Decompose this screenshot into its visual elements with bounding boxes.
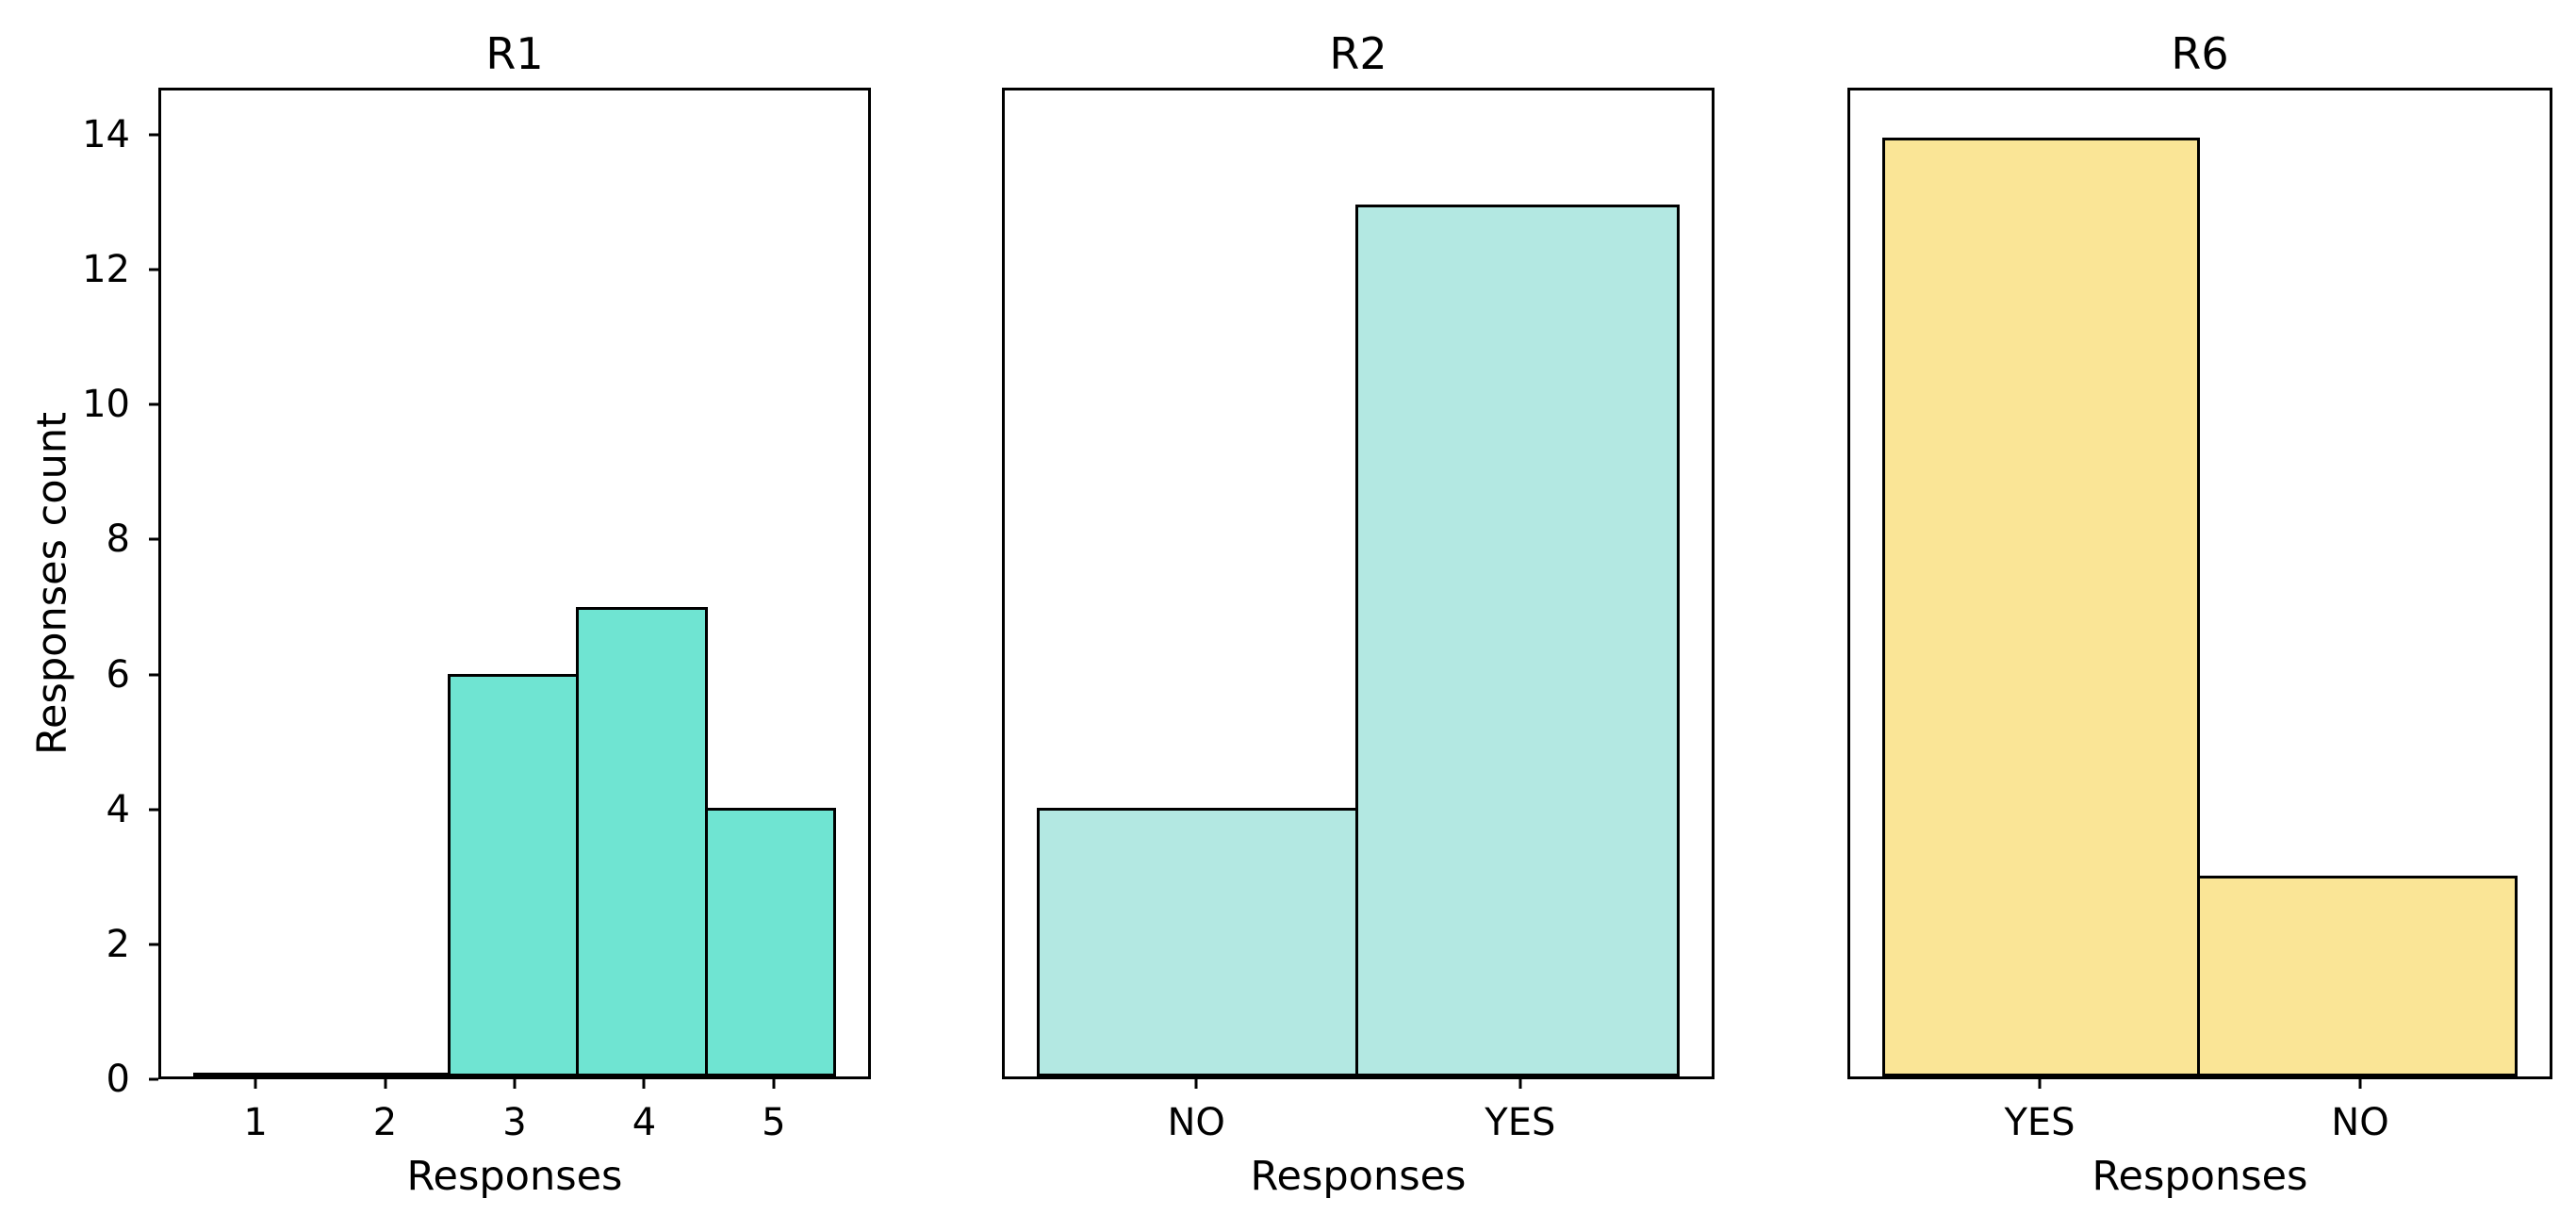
subplot-r2: R2 Responses NO YES [1002,30,1715,1197]
x-tick-label: 4 [632,1101,657,1144]
x-tick-mark [2038,1079,2042,1089]
x-tick-label: YES [1485,1101,1556,1144]
x-tick-label: 1 [243,1101,268,1144]
x-tick-label: NO [2331,1101,2389,1144]
subplot-title: R6 [2171,27,2229,79]
x-tick-label: YES [2004,1101,2076,1144]
x-tick-mark [513,1079,517,1089]
x-axis-label: Responses [2092,1153,2308,1200]
plot-area [1002,88,1715,1079]
bar-YES [1355,204,1680,1076]
bar-2 [321,1073,451,1076]
bar-3 [447,674,580,1076]
y-tick-label: 6 [106,652,130,697]
x-tick-label: NO [1167,1101,1225,1144]
y-tick-label: 4 [106,787,130,831]
y-tick-label: 0 [106,1058,130,1101]
x-tick-mark [642,1079,646,1089]
y-tick-mark [149,673,158,677]
x-tick-mark [1194,1079,1198,1089]
bar-1 [193,1073,322,1076]
subplot-title: R2 [1329,27,1387,79]
x-tick-mark [384,1079,387,1089]
y-tick-mark [149,1077,158,1081]
y-tick-mark [149,537,158,541]
y-tick-mark [149,808,158,812]
x-tick-mark [772,1079,776,1089]
y-tick-label: 2 [106,922,130,966]
y-tick-mark [149,402,158,406]
x-axis-label: Responses [1250,1153,1467,1200]
y-tick-label: 8 [106,517,130,562]
plot-area [1847,88,2552,1079]
y-tick-mark [149,133,158,137]
y-tick-label: 12 [82,248,130,292]
x-tick-mark [254,1079,257,1089]
y-axis-label: Responses count [28,412,76,755]
bar-YES [1881,137,2200,1076]
y-tick-label: 10 [82,383,130,427]
bar-5 [704,808,836,1076]
x-tick-label: 2 [372,1101,398,1144]
y-tick-label: 14 [82,113,130,157]
y-tick-mark [149,943,158,946]
subplot-title: R1 [485,27,544,79]
bar-NO [1037,808,1358,1076]
x-tick-mark [1518,1079,1522,1089]
x-tick-mark [2358,1079,2362,1089]
y-tick-mark [149,268,158,271]
subplot-r6: R6 Responses YES NO [1847,30,2552,1197]
x-axis-label: Responses [406,1153,623,1200]
bar-NO [2197,875,2519,1076]
plot-area [158,88,871,1079]
bar-4 [576,606,708,1076]
x-tick-label: 5 [762,1101,786,1144]
x-tick-label: 3 [502,1101,527,1144]
